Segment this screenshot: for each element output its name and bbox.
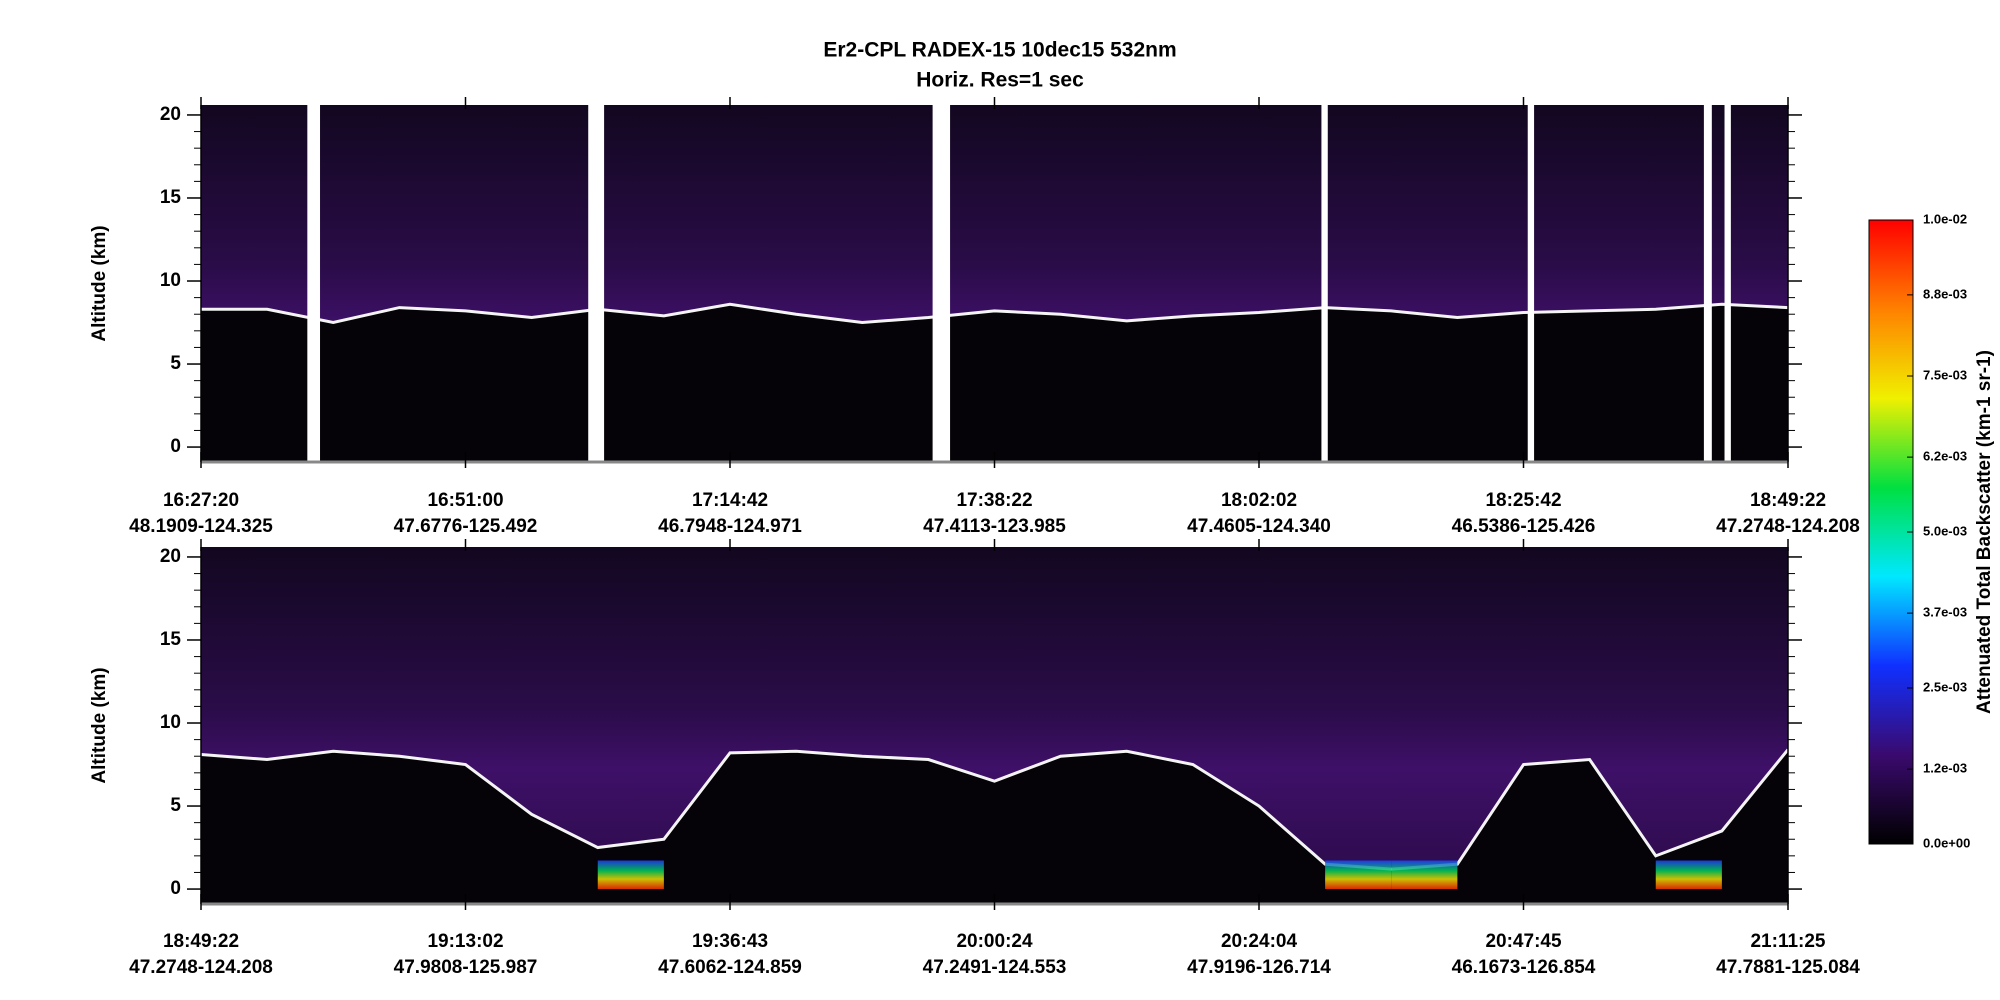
x-tick-location: 46.1673-126.854 [1452,957,1596,978]
data-gap [1703,105,1712,462]
x-tick-location: 46.5386-125.426 [1452,516,1596,537]
boundary-layer [1325,860,1392,890]
x-tick-location: 47.6062-124.859 [658,957,802,978]
y-axis-title: Altitude (km) [89,667,110,783]
x-tick-location: 47.9196-126.714 [1187,957,1331,978]
cloud-top [200,748,1790,871]
x-tick-location: 47.2491-124.553 [923,957,1067,978]
colorbar-tick-label: 6.2e-03 [1923,449,1967,464]
x-tick-label: 17:14:42 [692,490,768,511]
data-gap [307,105,321,462]
colorbar [1868,219,1914,845]
x-tick-location: 47.4113-123.985 [923,516,1066,537]
x-tick-label: 18:49:22 [163,931,239,952]
y-tick-label: 10 [160,270,181,291]
x-tick-location: 46.7948-124.971 [658,516,802,537]
data-gap [932,105,951,462]
y-tick-label: 10 [160,712,181,733]
x-tick-label: 16:27:20 [163,490,239,511]
data-gap [1724,105,1731,462]
x-tick-label: 19:36:43 [692,931,768,952]
colorbar-tick-label: 8.8e-03 [1923,286,1967,301]
data-gap [1527,105,1535,462]
cloud-area [201,304,1788,462]
colorbar-tick-label: 0.0e+00 [1923,835,1970,850]
y-tick-label: 15 [160,187,182,208]
y-tick-label: 0 [170,878,181,899]
x-tick-location: 47.7881-125.084 [1716,957,1860,978]
y-tick-label: 20 [160,546,181,567]
chart-subtitle: Horiz. Res=1 sec [916,69,1084,92]
colorbar-tick-label: 2.5e-03 [1923,679,1967,694]
y-tick-label: 5 [170,795,181,816]
x-tick-label: 18:25:42 [1485,490,1561,511]
x-tick-location: 48.1909-124.325 [129,516,273,537]
x-tick-label: 18:02:02 [1221,490,1297,511]
y-tick-label: 0 [170,436,181,457]
colorbar-tick-label: 3.7e-03 [1923,605,1967,620]
boundary-layer [1391,860,1458,890]
x-tick-location: 47.9808-125.987 [394,957,538,978]
colorbar-tick-label: 5.0e-03 [1923,523,1967,538]
y-tick-label: 5 [170,353,181,374]
x-tick-label: 18:49:22 [1750,490,1826,511]
y-axis-title: Altitude (km) [89,225,110,341]
cloud-top [201,302,1789,325]
boundary-layer [1655,860,1722,890]
x-tick-location: 47.2748-124.208 [129,957,273,978]
x-tick-location: 47.4605-124.340 [1187,516,1331,537]
colorbar-tick-label: 7.5e-03 [1923,367,1967,382]
x-tick-label: 20:24:04 [1221,931,1297,952]
colorbar-title: Attenuated Total Backscatter (km-1 sr-1) [1974,350,1995,714]
y-tick-label: 20 [160,104,181,125]
colorbar-tick-label: 1.2e-03 [1923,761,1967,776]
x-tick-location: 47.6776-125.492 [394,516,538,537]
x-tick-label: 20:47:45 [1485,931,1561,952]
data-gap [588,105,605,462]
x-tick-label: 21:11:25 [1750,931,1825,952]
chart-title: Er2-CPL RADEX-15 10dec15 532nm [823,39,1176,62]
x-tick-location: 47.2748-124.208 [1716,516,1860,537]
x-tick-label: 20:00:24 [956,931,1032,952]
boundary-layer [597,860,664,890]
x-tick-label: 17:38:22 [956,490,1032,511]
x-tick-label: 16:51:00 [427,490,503,511]
colorbar-tick-label: 1.0e-02 [1923,211,1967,226]
y-tick-label: 15 [160,629,182,650]
x-tick-label: 19:13:02 [427,931,503,952]
data-gap [1321,105,1328,462]
